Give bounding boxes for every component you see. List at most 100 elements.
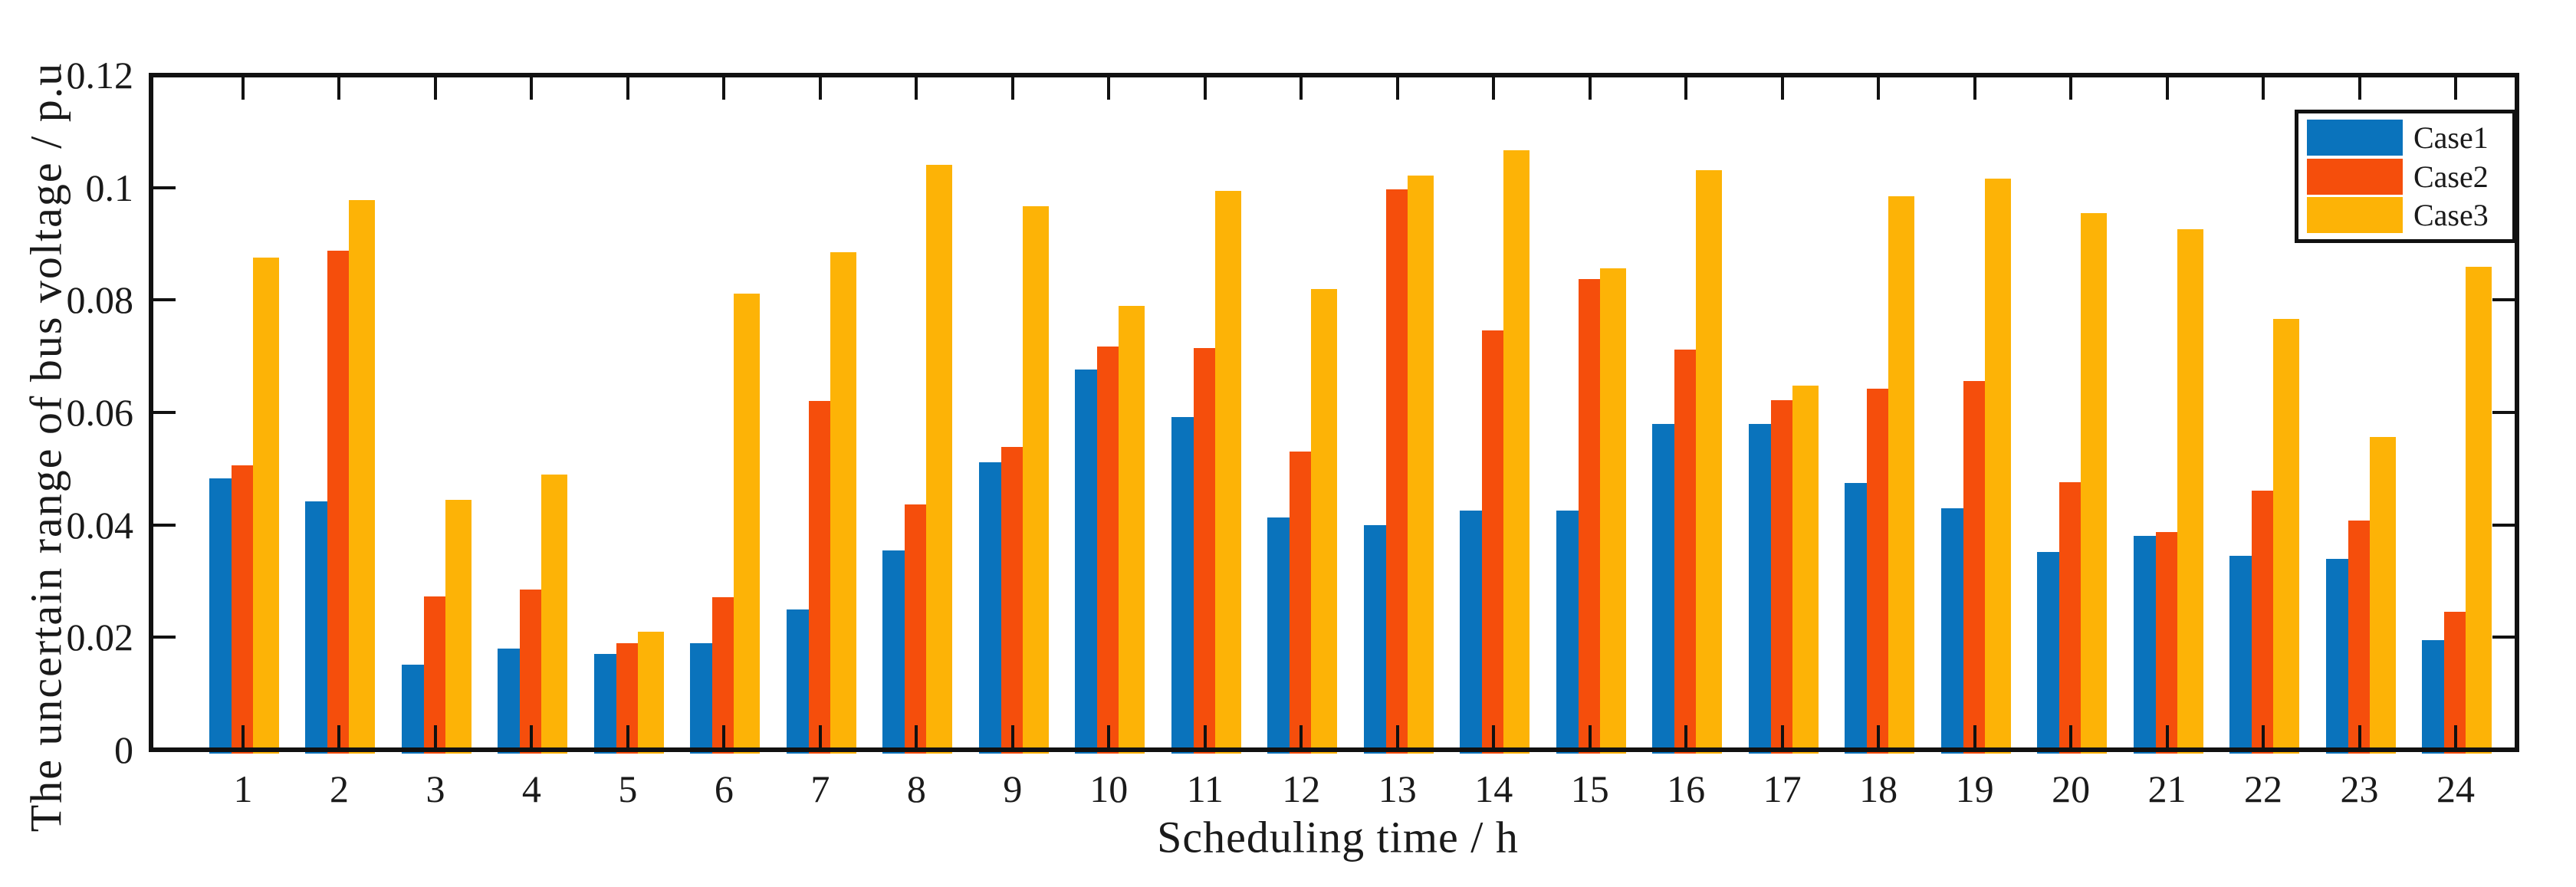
x-tick-top [2358,77,2361,100]
x-tick-top [1395,77,1399,100]
x-tick-label: 6 [714,767,734,810]
x-tick-top [722,77,726,100]
bar-case1-h14 [1460,511,1483,754]
legend-swatch [2307,158,2403,195]
x-tick-top [433,77,437,100]
bar-case2-h11 [1193,348,1215,754]
x-tick-bottom [1588,725,1592,747]
bar-case3-h8 [926,165,953,754]
x-tick-label: 2 [329,767,349,810]
bar-case1-h10 [1075,369,1098,754]
bar-case3-h6 [734,293,761,754]
x-tick-label: 21 [2147,767,2187,810]
x-tick-label: 7 [810,767,830,810]
bar-case2-h16 [1674,349,1697,754]
x-tick-top [1877,77,1881,100]
bar-case1-h12 [1267,517,1290,754]
x-tick-label: 23 [2340,767,2379,810]
bar-case1-h8 [882,550,905,754]
x-tick-label: 3 [426,767,445,810]
bar-case1-h4 [498,649,521,754]
bar-case1-h7 [786,609,809,754]
y-tick-left [153,411,176,414]
bar-case2-h20 [2059,481,2082,754]
x-tick-top [1588,77,1592,100]
bar-case1-h23 [2325,558,2348,754]
x-tick-top [2069,77,2073,100]
bar-case2-h17 [1770,399,1792,754]
bar-case3-h1 [253,258,279,754]
bar-case1-h13 [1363,524,1386,754]
bar-case1-h16 [1652,423,1675,754]
bar-case2-h23 [2348,520,2370,754]
legend: Case1 Case2 Case3 [2295,110,2516,243]
x-tick-label: 5 [618,767,638,810]
legend-label: Case1 [2413,120,2489,155]
bar-case2-h19 [1963,380,1985,754]
legend-item-case1: Case1 [2307,120,2512,156]
bar-case3-h13 [1407,175,1434,754]
x-tick-top [2262,77,2266,100]
x-tick-bottom [1203,725,1207,747]
x-tick-top [818,77,822,100]
x-tick-bottom [722,725,726,747]
x-tick-bottom [626,725,629,747]
x-tick-bottom [242,725,245,747]
bar-case1-h22 [2229,556,2252,754]
bar-case3-h7 [830,252,856,754]
bar-case3-h18 [1888,196,1915,754]
y-tick-left [153,636,176,639]
bar-case3-h5 [637,632,664,754]
x-tick-bottom [2262,725,2266,747]
y-tick-left [153,186,176,189]
x-tick-top [530,77,534,100]
bar-case2-h15 [1578,278,1600,754]
bar-case2-h9 [1001,446,1023,754]
bar-case1-h24 [2422,640,2444,754]
bar-case3-h17 [1792,385,1819,754]
y-tick-label: 0.08 [66,278,134,322]
x-tick-bottom [1010,725,1014,747]
bar-case1-h20 [2037,551,2060,754]
y-tick-right [2492,636,2515,639]
bar-case1-h19 [1940,508,1963,754]
x-tick-top [337,77,341,100]
x-tick-bottom [530,725,534,747]
x-tick-bottom [818,725,822,747]
x-tick-label: 12 [1282,767,1321,810]
x-tick-top [2165,77,2169,100]
legend-label: Case3 [2413,198,2489,232]
y-tick-label: 0 [114,728,133,771]
bar-case2-h22 [2252,490,2274,754]
bar-case2-h1 [232,465,253,754]
x-tick-bottom [1395,725,1399,747]
x-tick-bottom [2165,725,2169,747]
x-tick-bottom [337,725,341,747]
x-tick-bottom [433,725,437,747]
x-tick-bottom [1877,725,1881,747]
x-tick-label: 17 [1763,767,1802,810]
bar-case2-h21 [2155,531,2177,754]
bar-case3-h4 [541,474,568,754]
bar-case3-h10 [1119,305,1145,754]
bar-case1-h18 [1845,482,1868,754]
bar-case3-h14 [1503,149,1530,754]
legend-item-case3: Case3 [2307,197,2512,233]
x-tick-label: 14 [1474,767,1513,810]
x-tick-label: 18 [1859,767,1898,810]
bar-case1-h15 [1556,510,1579,754]
legend-swatch [2307,197,2403,233]
y-tick-right [2492,298,2515,302]
x-tick-bottom [2069,725,2073,747]
x-tick-top [2454,77,2457,100]
x-tick-top [1203,77,1207,100]
x-tick-top [1010,77,1014,100]
x-tick-label: 24 [2436,767,2475,810]
y-tick-label: 0.02 [66,616,134,659]
x-tick-bottom [1780,725,1784,747]
legend-item-case2: Case2 [2307,158,2512,195]
x-tick-label: 11 [1186,767,1224,810]
legend-label: Case2 [2413,159,2489,194]
x-tick-bottom [915,725,918,747]
